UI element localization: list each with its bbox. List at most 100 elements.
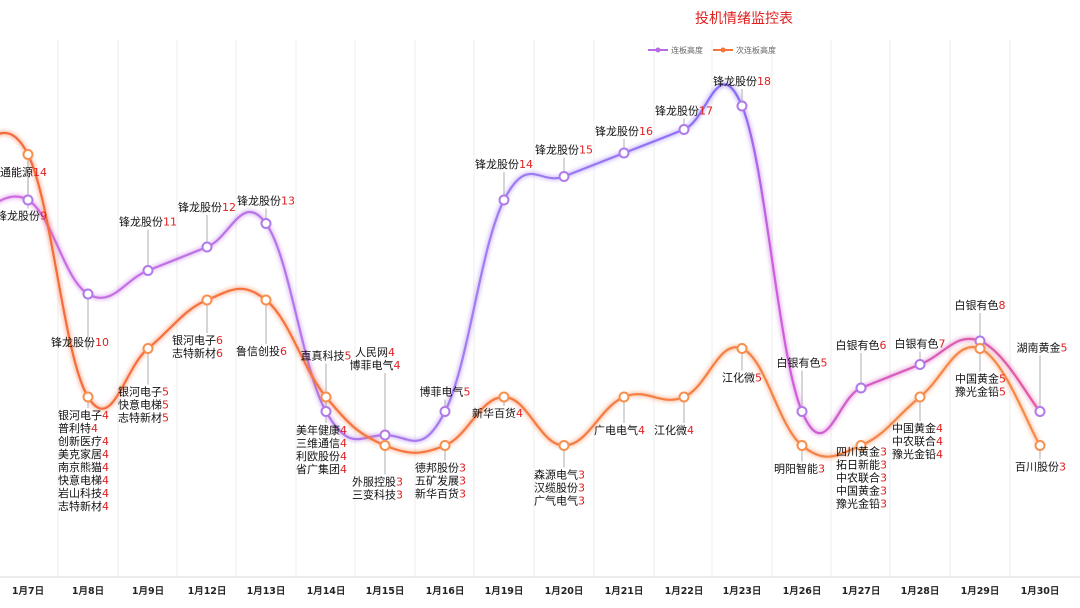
- data-label-value: 10: [95, 336, 109, 349]
- data-label: 岩山科技4: [58, 486, 109, 500]
- data-label-value: 3: [459, 462, 466, 475]
- data-label-name: 广气电气: [534, 494, 578, 508]
- data-label-name: 银河电子: [58, 408, 102, 422]
- data-label-value: 6: [216, 347, 223, 360]
- data-point[interactable]: [379, 429, 391, 441]
- data-point[interactable]: [736, 343, 748, 354]
- data-point[interactable]: [142, 343, 154, 354]
- data-point[interactable]: [796, 406, 808, 417]
- data-label-value: 3: [1059, 461, 1066, 474]
- data-label-name: 明阳智能: [774, 462, 818, 476]
- data-label-name: 新华百货: [415, 487, 459, 501]
- data-label: 快意电梯5: [118, 398, 169, 412]
- data-label: 江化微5: [722, 371, 762, 385]
- data-label-name: 志特新材: [58, 499, 102, 513]
- grid-lines: [57, 40, 1011, 577]
- data-label-name: 锋龙股份: [655, 105, 699, 118]
- data-label: 中农联合3: [836, 471, 887, 485]
- x-tick-label: 1月22日: [665, 586, 704, 597]
- data-label-name: 白银有色: [955, 298, 999, 312]
- data-point[interactable]: [796, 440, 808, 451]
- data-label-value: 4: [388, 346, 395, 359]
- data-label: 锋龙股份9: [0, 210, 47, 223]
- data-point[interactable]: [142, 265, 154, 276]
- data-point[interactable]: [855, 382, 867, 394]
- data-label: 锋龙股份17: [655, 105, 713, 118]
- data-label: 拓日新能3: [836, 458, 887, 472]
- data-point[interactable]: [678, 124, 690, 135]
- chart-title: 投机情绪监控表: [695, 11, 793, 27]
- data-point[interactable]: [498, 194, 510, 206]
- data-point[interactable]: [379, 440, 391, 451]
- data-points: [22, 100, 1046, 451]
- data-label-name: 佳通能源: [0, 165, 33, 179]
- data-point[interactable]: [260, 294, 272, 306]
- data-label-name: 三维通信: [296, 437, 340, 450]
- data-point[interactable]: [498, 391, 510, 403]
- data-point[interactable]: [1034, 406, 1046, 417]
- data-label: 外服控股3: [352, 475, 403, 489]
- data-point[interactable]: [618, 147, 630, 159]
- data-label: 三变科技3: [352, 488, 403, 502]
- data-label: 湖南黄金5: [1017, 341, 1068, 355]
- data-label-name: 利欧股份: [296, 450, 340, 463]
- data-label-value: 5: [345, 350, 352, 363]
- data-point[interactable]: [914, 359, 926, 370]
- data-point[interactable]: [914, 391, 926, 403]
- data-point[interactable]: [439, 406, 451, 417]
- legend-item-series-2[interactable]: 次连板高度: [713, 45, 776, 55]
- data-label-name: 锋龙股份: [535, 144, 579, 157]
- data-point[interactable]: [201, 241, 213, 253]
- data-label-name: 拓日新能: [836, 458, 880, 472]
- data-point[interactable]: [558, 171, 570, 182]
- legend-label-series-2: 次连板高度: [736, 45, 776, 55]
- data-label-value: 3: [459, 475, 466, 488]
- data-label-value: 4: [102, 500, 109, 513]
- data-label-name: 江化微: [722, 371, 755, 385]
- data-label-value: 4: [340, 450, 347, 463]
- data-label-value: 4: [102, 461, 109, 474]
- data-point[interactable]: [439, 440, 451, 451]
- data-label-name: 白银有色: [836, 338, 880, 352]
- data-point[interactable]: [82, 391, 94, 403]
- data-label-name: 五矿发展: [415, 474, 459, 488]
- data-point[interactable]: [678, 391, 690, 403]
- data-point[interactable]: [260, 218, 272, 229]
- data-point[interactable]: [855, 440, 867, 451]
- data-point[interactable]: [22, 194, 34, 206]
- data-point[interactable]: [618, 391, 630, 403]
- data-point[interactable]: [320, 391, 332, 403]
- data-label-value: 3: [578, 469, 585, 482]
- data-point[interactable]: [320, 406, 332, 417]
- data-label: 佳通能源14: [0, 165, 47, 179]
- data-label-name: 中农联合: [836, 471, 880, 485]
- data-label-value: 3: [578, 482, 585, 495]
- data-label-value: 3: [880, 485, 887, 498]
- data-label-value: 4: [102, 409, 109, 422]
- data-point[interactable]: [1034, 440, 1046, 451]
- data-point[interactable]: [736, 100, 748, 112]
- data-label-name: 快意电梯: [58, 473, 102, 487]
- data-label-value: 12: [222, 201, 236, 214]
- x-tick-label: 1月8日: [72, 586, 104, 597]
- data-label-value: 4: [102, 487, 109, 500]
- legend-item-series-1[interactable]: 连板高度: [648, 45, 703, 55]
- data-label-value: 3: [396, 489, 403, 502]
- data-label-name: 志特新材: [172, 346, 216, 360]
- data-label-name: 广电电气: [594, 423, 638, 437]
- data-label: 锋龙股份18: [713, 75, 771, 88]
- x-tick-label: 1月14日: [307, 586, 346, 597]
- data-label: 豫光金铅3: [836, 497, 887, 511]
- data-label-name: 中国黄金: [836, 484, 880, 498]
- data-label-value: 3: [880, 472, 887, 485]
- data-label: 中农联合4: [892, 434, 943, 448]
- data-point[interactable]: [22, 149, 34, 160]
- x-tick-label: 1月27日: [842, 586, 881, 597]
- data-label: 锋龙股份16: [595, 125, 653, 138]
- data-point[interactable]: [201, 294, 213, 306]
- data-point[interactable]: [82, 288, 94, 300]
- data-point[interactable]: [974, 343, 986, 354]
- x-tick-label: 1月29日: [961, 586, 1000, 597]
- data-point[interactable]: [558, 440, 570, 451]
- data-label: 新华百货4: [472, 406, 523, 420]
